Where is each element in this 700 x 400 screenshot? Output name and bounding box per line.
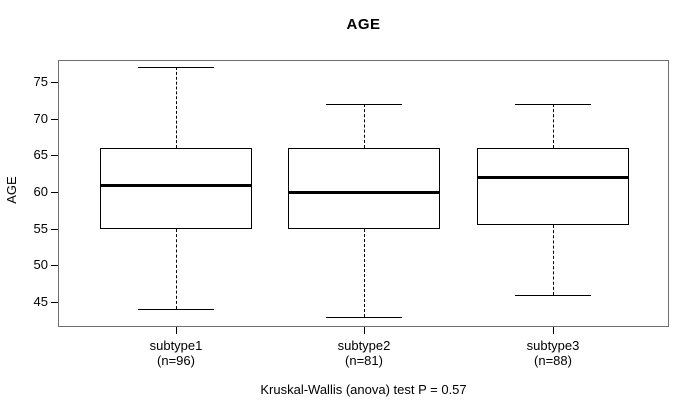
group-label: subtype1 (n=96) (100, 338, 252, 368)
iqr-box (288, 148, 440, 229)
group-n: (n=96) (157, 353, 195, 368)
upper-whisker-line (176, 67, 177, 148)
y-tick-label: 60 (33, 184, 48, 200)
median-line (100, 183, 252, 187)
x-tick-mark (553, 327, 554, 334)
x-tick-mark (364, 327, 365, 334)
lower-whisker-line (364, 228, 365, 317)
lower-whisker-cap (326, 316, 402, 318)
kruskal-wallis-annotation: Kruskal-Wallis (anova) test P = 0.57 (260, 382, 467, 397)
y-tick-label: 70 (33, 110, 48, 126)
group-name: subtype3 (526, 338, 580, 353)
upper-whisker-line (364, 104, 365, 148)
y-tick-mark (51, 118, 58, 120)
y-tick-mark (51, 265, 58, 267)
y-tick-mark (51, 228, 58, 230)
y-tick-mark (51, 155, 58, 157)
group-name: subtype1 (149, 338, 203, 353)
chart-title: AGE (346, 16, 381, 33)
group-name: subtype2 (337, 338, 391, 353)
median-line (477, 176, 629, 180)
upper-whisker-line (553, 104, 554, 148)
lower-whisker-cap (515, 294, 591, 296)
x-tick-mark (176, 327, 177, 334)
lower-whisker-line (176, 228, 177, 310)
group-label: subtype3 (n=88) (477, 338, 629, 368)
y-tick-mark (51, 302, 58, 304)
y-tick-mark (51, 82, 58, 83)
y-tick-mark (51, 192, 58, 194)
y-tick-label: 45 (33, 294, 48, 310)
group-label: subtype2 (n=81) (288, 338, 440, 368)
iqr-box (477, 148, 629, 226)
iqr-box (100, 148, 252, 229)
group-n: (n=81) (345, 353, 383, 368)
y-tick-label: 55 (33, 220, 48, 236)
median-line (288, 191, 440, 195)
lower-whisker-cap (138, 309, 214, 311)
y-tick-label: 50 (33, 257, 48, 273)
y-tick-label: 65 (33, 147, 48, 163)
group-n: (n=88) (534, 353, 572, 368)
lower-whisker-line (553, 225, 554, 295)
y-tick-label: 75 (33, 74, 48, 89)
